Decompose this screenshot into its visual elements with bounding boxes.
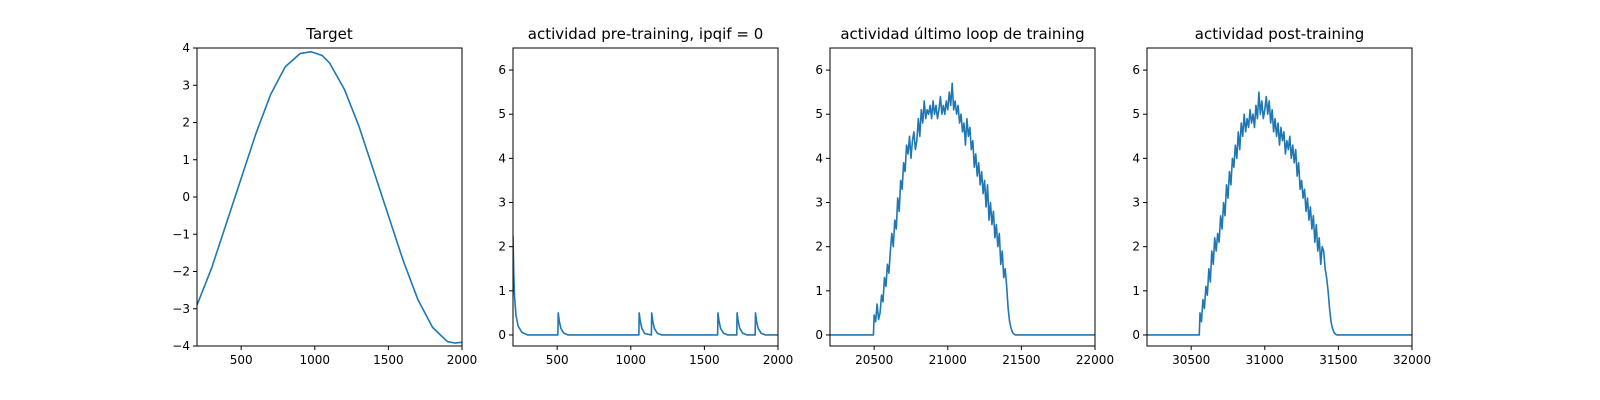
y-tick-label: 2: [498, 240, 506, 254]
y-tick-label: 2: [182, 116, 190, 130]
x-tick-label: 1000: [616, 353, 647, 367]
x-tick-label: 31000: [1246, 353, 1284, 367]
axes-post-training: actividad post-training 30500 31000 31500 3…: [1132, 25, 1431, 367]
y-tick-label: 0: [815, 328, 823, 342]
y-tick-label: 1: [1132, 284, 1140, 298]
series-line: [197, 50, 462, 344]
axes-frame: [1146, 47, 1413, 347]
x-tick-label: 32000: [1393, 353, 1431, 367]
y-tick-label: 3: [498, 196, 506, 210]
axes-frame: [196, 47, 463, 347]
x-tick-label: 2000: [763, 353, 794, 367]
series-line: [513, 235, 778, 336]
chart-title: Target: [305, 25, 353, 43]
axes-target: Target 500 1000 1500 2000 −4 −3 −2 −1 0 1 2 3 4: [172, 25, 477, 367]
axes-frame: [829, 47, 1096, 347]
y-tick-label: 2: [815, 240, 823, 254]
y-tick-label: −1: [172, 227, 190, 241]
x-tick-label: 1500: [689, 353, 720, 367]
x-tick-label: 1000: [300, 353, 331, 367]
y-tick-label: 4: [1132, 151, 1140, 165]
y-tick-label: 3: [815, 196, 823, 210]
y-tick-label: 0: [1132, 328, 1140, 342]
x-tick-label: 2000: [447, 353, 478, 367]
y-tick-label: 1: [182, 153, 190, 167]
x-tick-label: 1500: [373, 353, 404, 367]
y-tick-label: 5: [815, 107, 823, 121]
x-tick-label: 21000: [929, 353, 967, 367]
x-tick-label: 500: [230, 353, 253, 367]
y-tick-label: 5: [498, 107, 506, 121]
y-tick-label: −4: [172, 339, 190, 353]
series-line: [1147, 91, 1412, 336]
chart-title: actividad último loop de training: [840, 25, 1084, 43]
y-tick-label: 0: [182, 190, 190, 204]
x-tick-label: 20500: [855, 353, 893, 367]
x-tick-label: 22000: [1076, 353, 1114, 367]
x-tick-label: 31500: [1319, 353, 1357, 367]
x-tick-label: 21500: [1002, 353, 1040, 367]
y-tick-label: 4: [498, 151, 506, 165]
y-tick-label: 6: [498, 63, 506, 77]
y-tick-label: 4: [182, 41, 190, 55]
y-tick-label: 6: [815, 63, 823, 77]
axes-last-training-loop: actividad último loop de training 20500 2…: [815, 25, 1114, 367]
chart-title: actividad post-training: [1195, 25, 1364, 43]
y-tick-label: 4: [815, 151, 823, 165]
y-tick-label: −3: [172, 302, 190, 316]
y-tick-label: 1: [815, 284, 823, 298]
y-tick-label: 5: [1132, 107, 1140, 121]
y-tick-label: 3: [1132, 196, 1140, 210]
y-tick-label: 3: [182, 78, 190, 92]
x-tick-label: 30500: [1172, 353, 1210, 367]
chart-title: actividad pre-training, ipqif = 0: [528, 25, 764, 43]
axes-pre-training: actividad pre-training, ipqif = 0 500 100…: [498, 25, 793, 367]
y-tick-label: 6: [1132, 63, 1140, 77]
axes-frame: [512, 47, 779, 347]
y-tick-label: 0: [498, 328, 506, 342]
x-tick-label: 500: [546, 353, 569, 367]
y-tick-label: 2: [1132, 240, 1140, 254]
series-line: [830, 82, 1095, 336]
y-tick-label: −2: [172, 265, 190, 279]
y-tick-label: 1: [498, 284, 506, 298]
